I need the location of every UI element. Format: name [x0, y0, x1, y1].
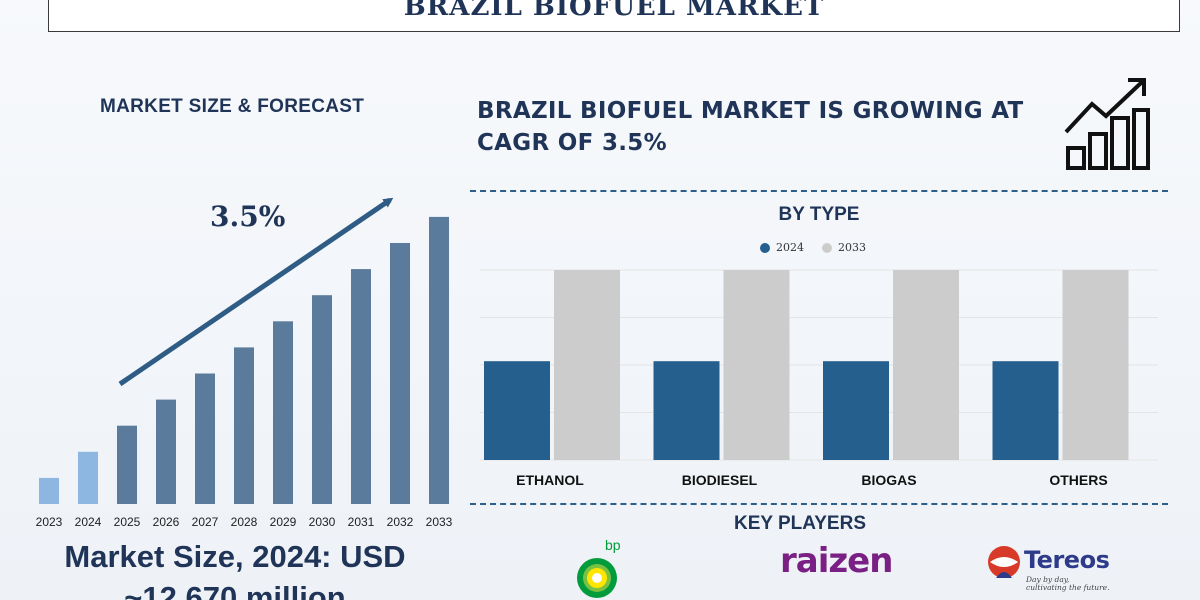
legend-item-2024: 2024	[760, 241, 804, 254]
forecast-bar-2026	[156, 399, 176, 504]
market-forecast-chart: 2023 2024 2025 2026 2027 2028 2029 2030 2031 2032…	[36, 197, 453, 529]
type-bar-biogas-2033	[893, 270, 959, 460]
forecast-bar-2032	[390, 243, 410, 504]
forecast-bar-2024	[78, 451, 98, 504]
by-type-chart: ETHANOL BIODIESEL BIOGAS OTHERS	[480, 269, 1158, 488]
forecast-bar-2029	[273, 321, 293, 504]
key-players-title: KEY PLAYERS	[734, 513, 866, 534]
type-bar-others-2033	[1062, 270, 1129, 460]
growth-trend-arrow	[118, 197, 394, 387]
market-size-line-2: ~12,670 million	[124, 580, 346, 600]
type-category-label: ETHANOL	[516, 472, 584, 488]
forecast-bar-2030	[312, 295, 332, 504]
forecast-bar-2027	[195, 373, 215, 504]
type-bar-others-2024	[992, 361, 1059, 460]
tereos-tagline: Day by day, cultivating the future.	[1026, 576, 1110, 592]
legend-swatch-2033	[822, 242, 832, 253]
type-bar-biodiesel-2033	[723, 270, 790, 460]
type-bar-biodiesel-2024	[653, 361, 720, 460]
tereos-wordmark: Tereos	[1024, 546, 1110, 574]
cagr-annotation: 3.5%	[210, 200, 286, 233]
page-title: BRAZIL BIOFUEL MARKET	[403, 0, 825, 22]
by-type-title: BY TYPE	[778, 204, 860, 225]
forecast-year-label: 2029	[270, 515, 297, 529]
type-bar-biogas-2024	[823, 361, 889, 460]
forecast-year-label: 2030	[309, 515, 336, 529]
forecast-bar-2023	[39, 477, 59, 504]
bp-helios-logo-icon: bp	[577, 537, 621, 598]
legend-label-2033: 2033	[838, 241, 866, 254]
type-category-label: OTHERS	[1049, 472, 1107, 488]
forecast-bar-2031	[351, 269, 371, 504]
forecast-year-label: 2023	[36, 515, 63, 529]
raizen-logo-icon: raizen	[780, 541, 893, 581]
forecast-year-label: 2027	[192, 515, 219, 529]
type-category-label: BIODIESEL	[682, 472, 758, 488]
type-category-label: BIOGAS	[861, 472, 916, 488]
market-size-statement: Market Size, 2024: USD ~12,670 million	[0, 536, 470, 600]
type-bar-ethanol-2033	[554, 270, 620, 460]
title-banner: BRAZIL BIOFUEL MARKET	[48, 0, 1180, 32]
section-divider-top	[470, 190, 1168, 192]
legend-item-2033: 2033	[822, 241, 866, 254]
by-type-legend: 2024 2033	[760, 241, 866, 254]
market-size-line-1: Market Size, 2024: USD	[64, 539, 406, 574]
type-bar-ethanol-2024	[484, 361, 550, 460]
bar-growth-arrow-icon	[1064, 78, 1150, 170]
section-divider-bottom	[470, 503, 1168, 505]
tereos-tagline-2: cultivating the future.	[1026, 583, 1110, 592]
forecast-year-label: 2026	[153, 515, 180, 529]
tereos-logo-icon: Tereos Day by day, cultivating the futur…	[986, 542, 1126, 592]
forecast-year-label: 2032	[387, 515, 414, 529]
forecast-bar-2025	[117, 425, 137, 504]
forecast-year-label: 2025	[114, 515, 141, 529]
bp-wordmark: bp	[605, 537, 621, 553]
left-chart-subtitle: MARKET SIZE & FORECAST	[100, 96, 365, 117]
forecast-bar-2033	[429, 216, 449, 504]
legend-label-2024: 2024	[776, 241, 804, 254]
forecast-year-label: 2028	[231, 515, 258, 529]
growth-headline: BRAZIL BIOFUEL MARKET IS GROWING AT CAGR…	[477, 98, 1024, 156]
forecast-year-label: 2031	[348, 515, 375, 529]
legend-swatch-2024	[760, 242, 770, 253]
tereos-tagline-1: Day by day,	[1026, 575, 1070, 584]
forecast-bar-2028	[234, 347, 254, 504]
forecast-year-label: 2024	[75, 515, 102, 529]
forecast-year-label: 2033	[426, 515, 453, 529]
tereos-emblem-icon	[988, 546, 1020, 578]
